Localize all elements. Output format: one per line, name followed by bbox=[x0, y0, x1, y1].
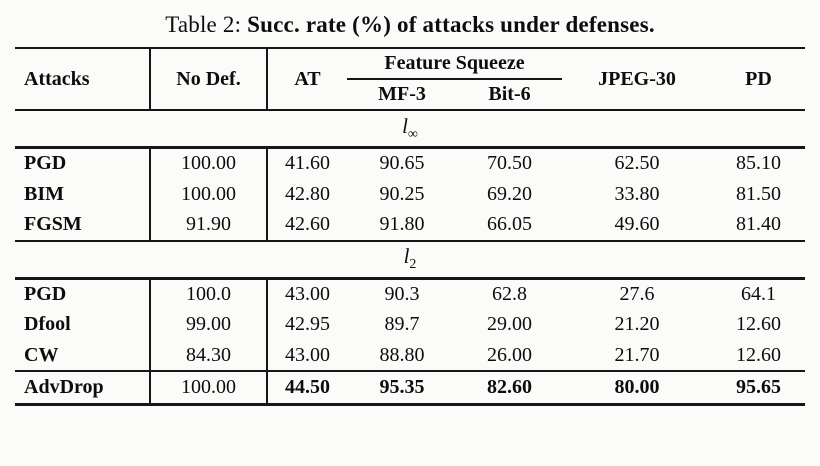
col-header-no-def: No Def. bbox=[150, 48, 268, 111]
col-header-mf3: MF-3 bbox=[347, 79, 457, 111]
cell-at: 42.95 bbox=[285, 313, 330, 335]
table-row-fgsm: FGSM 91.90 42.60 91.80 66.05 49.60 81.40 bbox=[15, 209, 805, 242]
cell-mf3: 91.80 bbox=[347, 209, 457, 242]
table-row-cw: CW 84.30 43.00 88.80 26.00 21.70 12.60 bbox=[15, 340, 805, 372]
cell-no-def: 91.90 bbox=[150, 209, 268, 242]
cell-bit6: 66.05 bbox=[457, 209, 562, 242]
cell-no-def: 100.00 bbox=[150, 147, 268, 179]
table-row-advdrop: AdvDrop 100.00 44.50 95.35 82.60 80.00 9… bbox=[15, 371, 805, 406]
col-header-attacks: Attacks bbox=[15, 48, 151, 111]
cell-jpeg30: 62.50 bbox=[614, 152, 660, 175]
table-header: Attacks No Def. AT Feature Squeeze JPEG-… bbox=[15, 48, 805, 111]
section-band-linf: l∞ bbox=[15, 110, 805, 149]
cell-mf3: 88.80 bbox=[347, 340, 457, 372]
cell-no-def: 84.30 bbox=[150, 340, 268, 372]
cell-bit6: 69.20 bbox=[487, 182, 532, 205]
cell-at: 41.60 bbox=[285, 152, 330, 175]
cell-pd: 12.60 bbox=[712, 340, 805, 372]
attack-name: PGD bbox=[15, 278, 151, 309]
attack-name: CW bbox=[15, 340, 151, 372]
cell-jpeg30: 49.60 bbox=[562, 209, 712, 242]
cell-mf3: 90.65 bbox=[379, 152, 425, 175]
col-header-jpeg30: JPEG-30 bbox=[562, 48, 712, 111]
cell-at: 43.00 bbox=[285, 282, 330, 305]
section-band-l2: l2 bbox=[15, 240, 805, 280]
cell-at: 43.00 bbox=[267, 340, 347, 372]
cell-jpeg30: 27.6 bbox=[619, 282, 655, 305]
cell-at: 44.50 bbox=[267, 371, 347, 406]
section-label-l2: l2 bbox=[15, 240, 805, 280]
cell-jpeg30: 80.00 bbox=[562, 371, 712, 406]
cell-bit6: 29.00 bbox=[487, 313, 532, 335]
cell-jpeg30: 21.20 bbox=[614, 313, 660, 335]
col-header-pd: PD bbox=[712, 48, 805, 111]
cell-pd: 12.60 bbox=[736, 313, 781, 335]
cell-pd: 81.50 bbox=[736, 182, 781, 205]
cell-pd: 95.65 bbox=[712, 371, 805, 406]
cell-bit6: 82.60 bbox=[457, 371, 562, 406]
cell-mf3: 90.25 bbox=[379, 182, 425, 205]
attack-name: BIM bbox=[15, 178, 151, 210]
table-row-dfool: Dfool 99.00 42.95 89.7 29.00 21.20 12.60 bbox=[15, 309, 805, 340]
cell-mf3: 95.35 bbox=[347, 371, 457, 406]
cell-mf3: 89.7 bbox=[384, 313, 420, 335]
cell-pd: 85.10 bbox=[736, 152, 781, 175]
norm-subscript: ∞ bbox=[407, 127, 418, 143]
cell-no-def: 100.00 bbox=[150, 371, 268, 406]
cell-jpeg30: 33.80 bbox=[614, 182, 660, 205]
cell-bit6: 26.00 bbox=[457, 340, 562, 372]
cell-no-def: 100.0 bbox=[150, 278, 268, 309]
cell-pd: 64.1 bbox=[741, 282, 776, 305]
cell-at: 42.60 bbox=[267, 209, 347, 242]
attack-name: PGD bbox=[15, 147, 151, 179]
col-header-bit6: Bit-6 bbox=[457, 79, 562, 111]
attack-name: AdvDrop bbox=[15, 371, 151, 406]
norm-letter: l bbox=[403, 244, 410, 269]
cell-bit6: 62.8 bbox=[492, 282, 527, 305]
cell-mf3: 90.3 bbox=[384, 282, 420, 305]
table-row-bim: BIM 100.00 42.80 90.25 69.20 33.80 81.50 bbox=[15, 178, 805, 210]
cell-no-def: 100.00 bbox=[150, 178, 268, 210]
table-row-pgd-l2: PGD 100.0 43.00 90.3 62.8 27.6 64.1 bbox=[15, 278, 805, 309]
col-group-feature-squeeze: Feature Squeeze bbox=[347, 48, 562, 80]
cell-no-def: 99.00 bbox=[150, 309, 268, 340]
section-label-linf: l∞ bbox=[15, 110, 805, 149]
attack-name: FGSM bbox=[15, 209, 151, 242]
attack-name: Dfool bbox=[15, 309, 151, 340]
results-table: Attacks No Def. AT Feature Squeeze JPEG-… bbox=[15, 47, 805, 406]
cell-bit6: 70.50 bbox=[487, 152, 532, 175]
norm-letter: l bbox=[402, 113, 408, 138]
caption-title: Succ. rate (%) of attacks under defenses… bbox=[247, 12, 655, 37]
table-row-pgd-linf: PGD 100.00 41.60 90.65 70.50 62.50 85.10 bbox=[15, 147, 805, 179]
cell-pd: 81.40 bbox=[712, 209, 805, 242]
caption-prefix: Table 2: bbox=[165, 12, 248, 37]
cell-jpeg30: 21.70 bbox=[562, 340, 712, 372]
table-caption: Table 2: Succ. rate (%) of attacks under… bbox=[0, 0, 820, 47]
col-header-at: AT bbox=[267, 48, 347, 111]
cell-at: 42.80 bbox=[285, 182, 330, 205]
norm-subscript: 2 bbox=[409, 257, 417, 273]
